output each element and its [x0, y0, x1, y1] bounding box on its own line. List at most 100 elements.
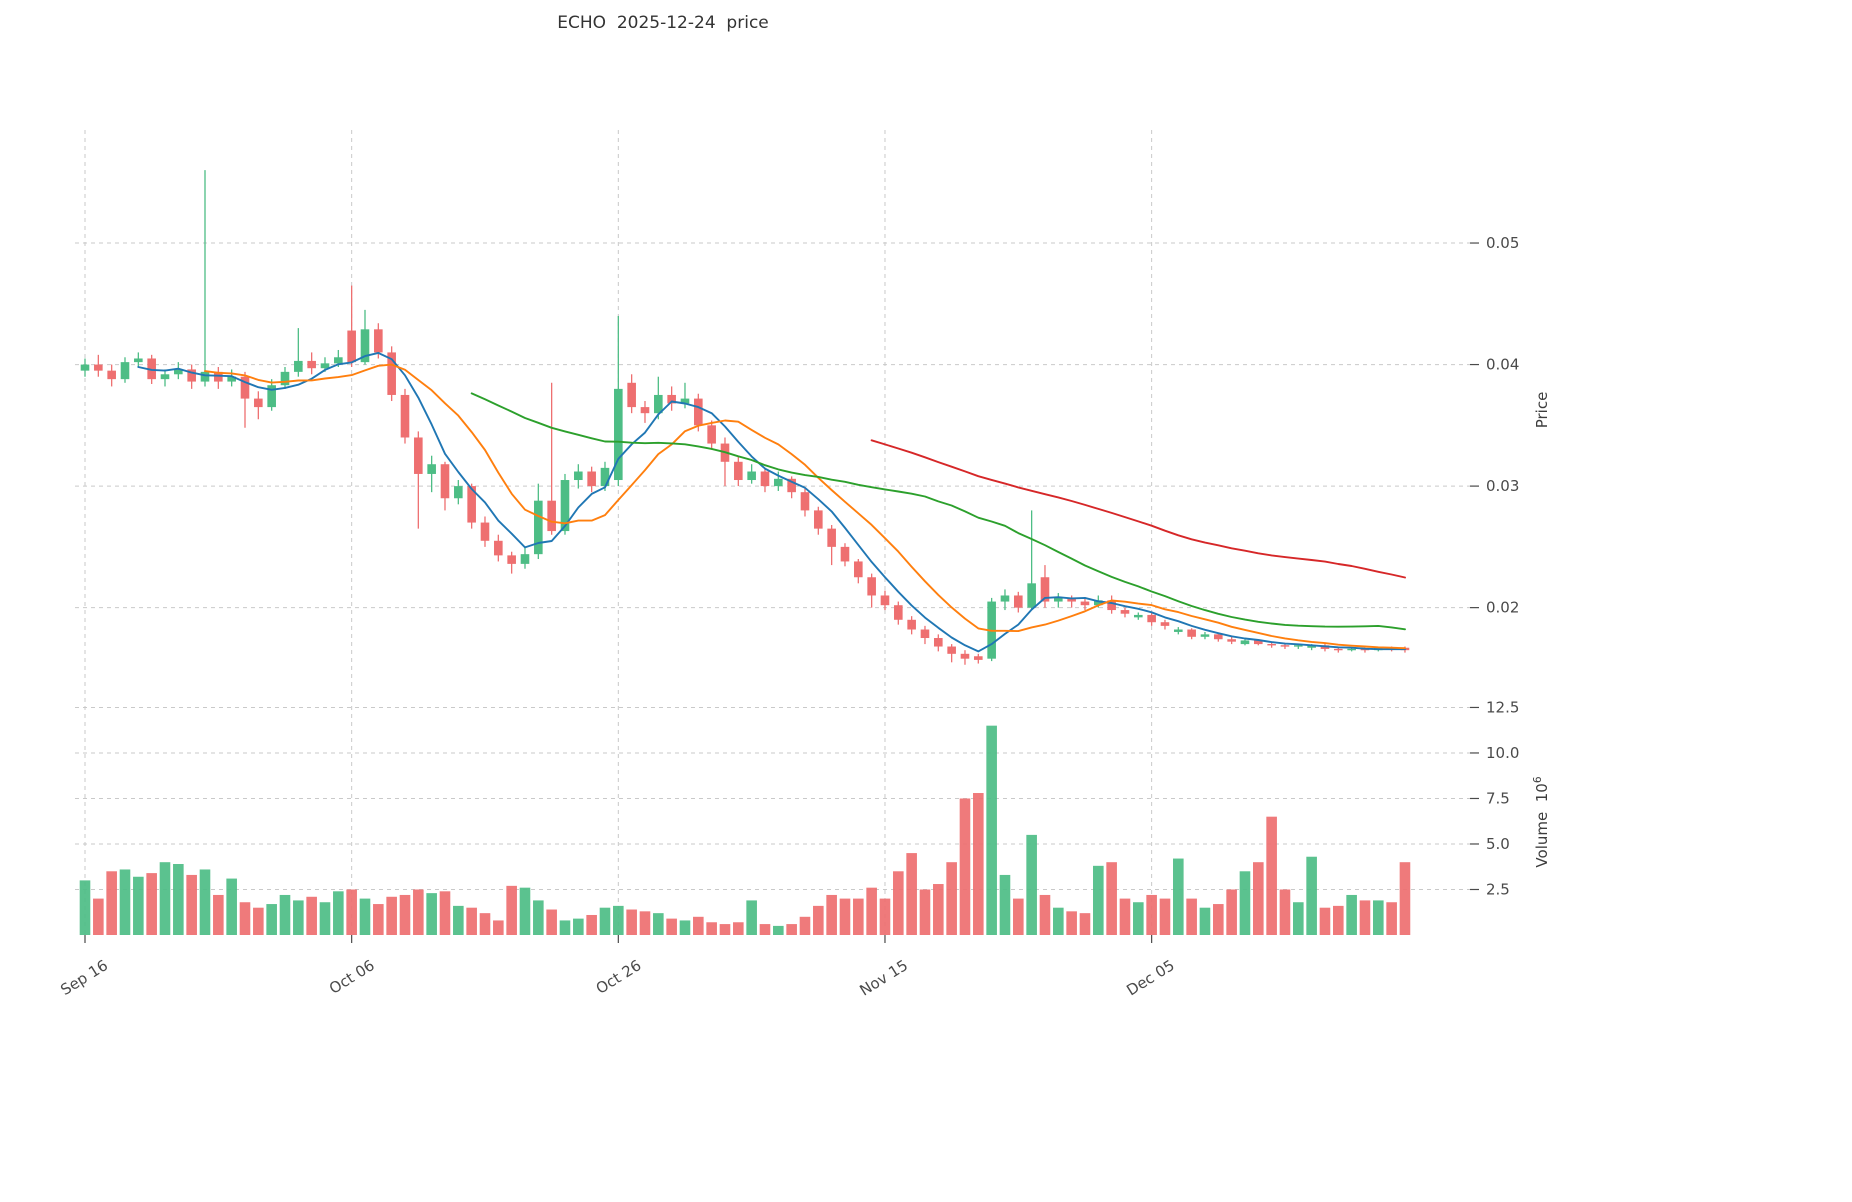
- candle-body: [1347, 648, 1356, 651]
- x-tick-label: Oct 26: [593, 956, 645, 998]
- candle-body: [1094, 600, 1103, 606]
- volume-bar: [1133, 902, 1144, 935]
- candle-body: [960, 653, 970, 659]
- volume-bar: [1039, 894, 1051, 935]
- candle-body: [1067, 597, 1076, 602]
- candle-body: [934, 638, 943, 647]
- volume-bar: [266, 904, 277, 935]
- volume-bar: [666, 918, 677, 935]
- volume-bar: [826, 894, 837, 935]
- volume-axis-label: Volume 106: [1532, 776, 1551, 867]
- volume-bar: [879, 898, 891, 935]
- candle-body: [1014, 595, 1023, 608]
- candles: [80, 170, 1410, 665]
- chart-title: ECHO 2025-12-24 price: [557, 13, 769, 33]
- volume-bar: [453, 905, 464, 935]
- candle-body: [1334, 648, 1343, 651]
- volume-bar: [106, 871, 117, 935]
- candle-body: [667, 394, 676, 404]
- volume-bar: [853, 898, 864, 935]
- volume-bar: [959, 798, 971, 935]
- candle-body: [1000, 595, 1010, 602]
- volume-bar: [119, 869, 131, 935]
- volume-bar: [973, 793, 984, 935]
- candle-body: [760, 471, 770, 487]
- volume-bar: [239, 902, 251, 935]
- volume-tick-label: 7.5: [1486, 789, 1510, 807]
- ma-line-ma30: [470, 392, 1406, 631]
- candle-body: [600, 467, 610, 487]
- candle-body: [294, 360, 303, 372]
- candle-body: [774, 478, 783, 487]
- candle-body: [814, 510, 823, 529]
- candle-body: [1174, 629, 1183, 632]
- candle-body: [320, 363, 330, 369]
- volume-bar: [546, 909, 557, 935]
- volume-bar: [1053, 907, 1064, 935]
- price-tick-label: 0.03: [1486, 477, 1519, 495]
- candle-body: [827, 528, 836, 547]
- candle-body: [1107, 600, 1116, 611]
- candle-body: [1027, 583, 1036, 608]
- candle-body: [654, 394, 663, 414]
- candle-body: [160, 374, 170, 380]
- volume-bar: [1293, 902, 1304, 935]
- volume-bar: [653, 913, 664, 935]
- volume-bar: [1199, 907, 1211, 935]
- candle-body: [1160, 622, 1170, 626]
- volume-bar: [839, 898, 851, 935]
- candle-body: [574, 471, 583, 481]
- candle-body: [707, 425, 716, 444]
- candle-body: [800, 492, 810, 511]
- volume-bar: [813, 905, 824, 935]
- volume-bar: [146, 873, 157, 935]
- candle-body: [1307, 645, 1316, 648]
- candle-body: [267, 385, 276, 408]
- x-tick-label: Dec 05: [1123, 956, 1177, 999]
- candle-body: [94, 364, 103, 371]
- candle-body: [560, 480, 570, 532]
- volume-bar: [1013, 898, 1024, 935]
- candle-body: [854, 561, 863, 578]
- candle-body: [214, 371, 223, 382]
- volume-bar: [226, 878, 237, 935]
- volume-bar: [1026, 834, 1037, 935]
- ma-line-ma10: [204, 363, 1406, 650]
- candle-body: [334, 357, 343, 364]
- candle-body: [240, 376, 250, 399]
- candle-body: [147, 358, 156, 380]
- candle-body: [387, 352, 396, 395]
- candle-body: [254, 398, 263, 408]
- volume-bar: [159, 862, 171, 935]
- candle-body: [547, 500, 556, 532]
- volume-bar: [706, 922, 717, 935]
- volume-bar: [786, 924, 797, 935]
- volume-bar: [759, 924, 771, 935]
- volume-bar: [919, 889, 931, 935]
- candle-body: [1280, 645, 1290, 647]
- candle-body: [1254, 640, 1263, 645]
- candle-body: [1267, 644, 1276, 646]
- candle-body: [747, 471, 756, 481]
- candle-body: [1200, 634, 1210, 637]
- volume-bar: [426, 893, 437, 935]
- candle-body: [467, 486, 476, 523]
- volume-bar: [1213, 904, 1224, 935]
- volume-bar: [1226, 889, 1237, 935]
- candle-body: [614, 388, 623, 481]
- volume-bar: [386, 896, 397, 935]
- candle-body: [1134, 614, 1143, 618]
- candle-body: [374, 329, 383, 353]
- volume-bar: [866, 887, 877, 935]
- volume-bar: [1253, 862, 1264, 935]
- volume-bar: [1093, 865, 1104, 935]
- candle-body: [454, 486, 463, 499]
- volume-bar: [599, 907, 611, 935]
- volume-bar: [906, 853, 917, 935]
- volume-bar: [986, 725, 997, 935]
- candle-body: [894, 605, 903, 620]
- volume-bar: [306, 896, 317, 935]
- ma-line-ma5: [137, 351, 1406, 653]
- candle-body: [627, 382, 636, 408]
